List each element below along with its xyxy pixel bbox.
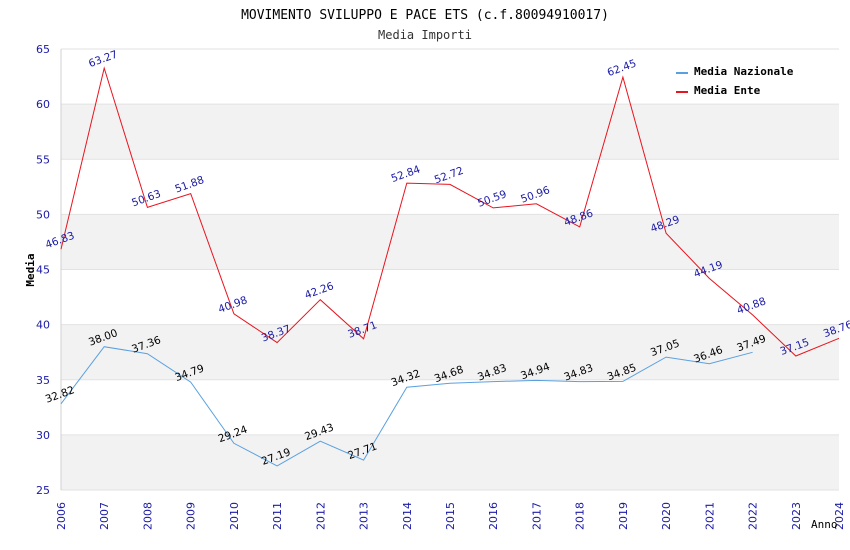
x-tick-label: 2016 <box>487 502 500 530</box>
y-tick-label: 35 <box>36 374 50 387</box>
gridlines <box>61 48 839 491</box>
x-tick-label: 2015 <box>444 502 457 530</box>
x-tick-label: 2008 <box>141 502 154 530</box>
x-tick-label: 2017 <box>530 502 543 530</box>
chart-subtitle: Media Importi <box>378 28 472 42</box>
x-tick-label: 2020 <box>660 502 673 530</box>
legend: Media Nazionale Media Ente <box>669 60 809 101</box>
y-tick-label: 25 <box>36 484 50 497</box>
x-tick-label: 2018 <box>574 502 587 530</box>
x-tick-label: 2006 <box>55 502 68 530</box>
legend-label-ente: Media Ente <box>694 84 761 97</box>
x-tick-label: 2010 <box>228 502 241 530</box>
y-tick-label: 55 <box>36 153 50 166</box>
x-tick-labels: 2006 2007 2008 2009 2010 2011 2012 2013 2014 2015… <box>55 502 846 530</box>
x-tick-label: 2007 <box>98 502 111 530</box>
x-tick-label: 2021 <box>703 502 716 530</box>
x-tick-label: 2023 <box>790 502 803 530</box>
y-tick-label: 40 <box>36 319 50 332</box>
chart-title: MOVIMENTO SVILUPPO E PACE ETS (c.f.80094… <box>241 8 609 23</box>
y-tick-label: 60 <box>36 98 50 111</box>
y-axis-label: Media <box>24 253 37 286</box>
background-band <box>61 214 839 270</box>
background-band <box>61 324 839 380</box>
background-band <box>61 104 839 160</box>
x-axis-label: Anno <box>811 518 838 531</box>
series-line-media-nazionale <box>60 346 753 467</box>
legend-box <box>669 60 809 101</box>
y-tick-labels: 25 30 35 40 45 50 55 60 65 <box>36 43 50 497</box>
series-lines <box>60 66 840 467</box>
background-band <box>61 379 839 435</box>
background-band <box>61 159 839 215</box>
x-tick-label: 2019 <box>617 502 630 530</box>
x-tick-label: 2009 <box>185 502 198 530</box>
x-tick-label: 2014 <box>401 502 414 530</box>
y-tick-label: 65 <box>36 43 50 56</box>
x-tick-label: 2011 <box>271 502 284 530</box>
y-tick-label: 50 <box>36 208 50 221</box>
x-tick-label: 2012 <box>314 502 327 530</box>
x-tick-label: 2022 <box>747 502 760 530</box>
y-tick-label: 45 <box>36 264 50 277</box>
y-tick-label: 30 <box>36 429 50 442</box>
background-band <box>61 434 839 490</box>
legend-label-nazionale: Media Nazionale <box>694 65 794 78</box>
background-band <box>61 269 839 325</box>
x-tick-label: 2013 <box>358 502 371 530</box>
x-tick-label: 2024 <box>833 502 846 530</box>
series-line-media-ente <box>60 66 840 357</box>
